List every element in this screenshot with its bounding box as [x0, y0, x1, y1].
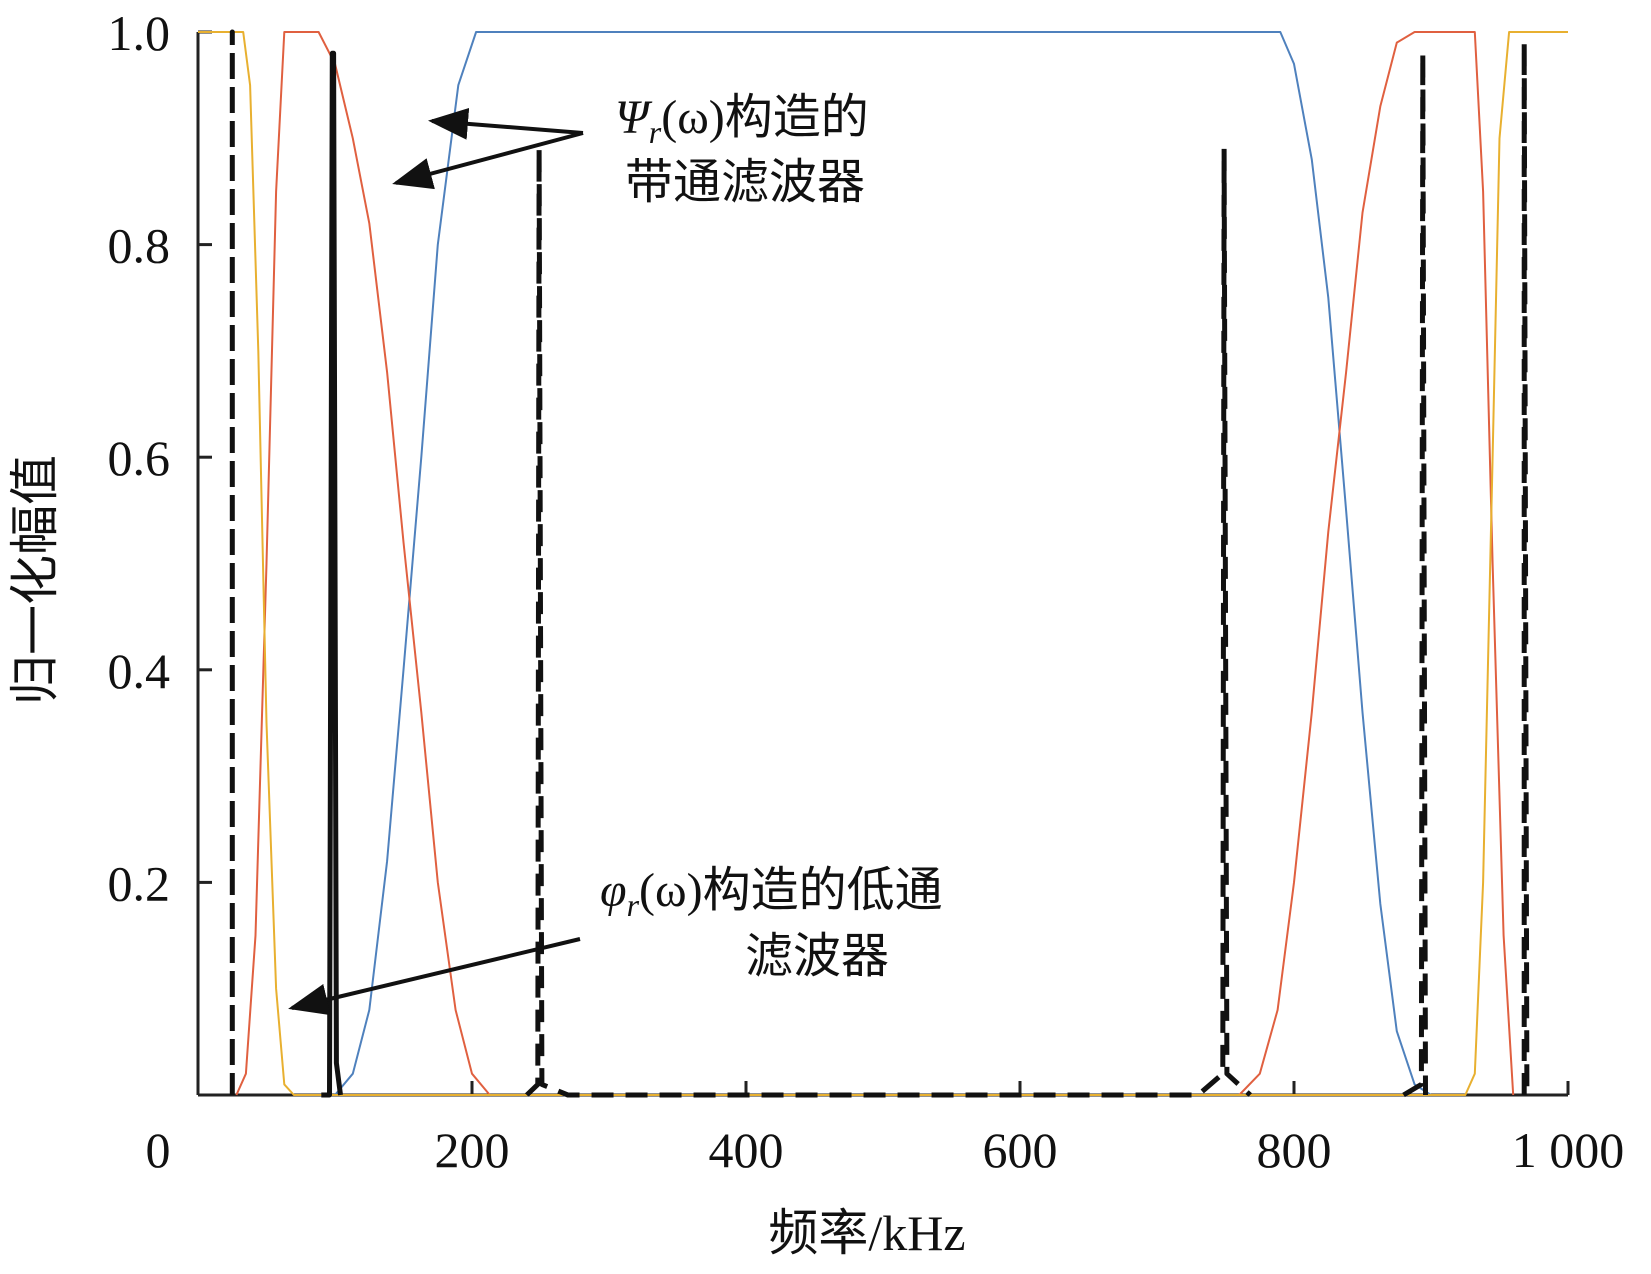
x-tick-label: 1 000: [1512, 1122, 1625, 1178]
x-tick-label: 800: [1257, 1122, 1332, 1178]
annotation-lowpass-phi: φ: [600, 864, 627, 917]
x-tick-label: 400: [709, 1122, 784, 1178]
y-tick-label: 0.6: [108, 430, 171, 486]
annotation-lowpass-rest: (ω)构造的低通: [639, 864, 943, 917]
series-layer: [198, 29, 1568, 1098]
x-axis-label: 频率/kHz: [768, 1205, 965, 1261]
annotation-bandpass-arrow-2: [392, 131, 584, 190]
annotation-lowpass: φr(ω)构造的低通 滤波器: [288, 864, 943, 1016]
annotation-lowpass-line2: 滤波器: [745, 930, 889, 983]
series-line-5: [321, 50, 343, 1098]
annotation-bandpass-arrow-1: [428, 107, 584, 140]
annotation-bandpass-rest: (ω)构造的: [661, 91, 869, 144]
y-tick-label: 1.0: [108, 5, 171, 61]
annotation-lowpass-arrow: [288, 937, 581, 1016]
series-line-7: [1402, 50, 1428, 1098]
y-tick-label: 0.2: [108, 855, 171, 911]
x-tick-label: 0: [146, 1122, 171, 1178]
x-ticks: 0 200 400 600 800 1 000: [146, 1081, 1625, 1178]
y-ticks: 0.2 0.4 0.6 0.8 1.0: [108, 5, 212, 911]
x-tick-label: 600: [983, 1122, 1058, 1178]
annotation-bandpass-psi: Ψ: [615, 91, 653, 144]
x-tick-label: 200: [435, 1122, 510, 1178]
series-line-1: [334, 31, 1432, 1096]
y-axis-label: 归一化幅值: [7, 455, 63, 705]
annotation-lowpass-subscript: r: [627, 887, 640, 923]
annotation-bandpass-subscript: r: [649, 114, 662, 150]
y-tick-label: 0.4: [108, 643, 171, 699]
series-line-3: [198, 31, 1568, 1096]
annotation-lowpass-line1: φr(ω)构造的低通: [600, 864, 943, 923]
series-line-6: [525, 146, 1252, 1098]
series-line-8: [1521, 40, 1530, 1096]
annotation-bandpass-line2: 带通滤波器: [625, 156, 865, 209]
y-tick-label: 0.8: [108, 218, 171, 274]
annotation-bandpass-line1: Ψr(ω)构造的: [615, 91, 869, 150]
annotation-bandpass: Ψr(ω)构造的 带通滤波器: [392, 91, 869, 209]
